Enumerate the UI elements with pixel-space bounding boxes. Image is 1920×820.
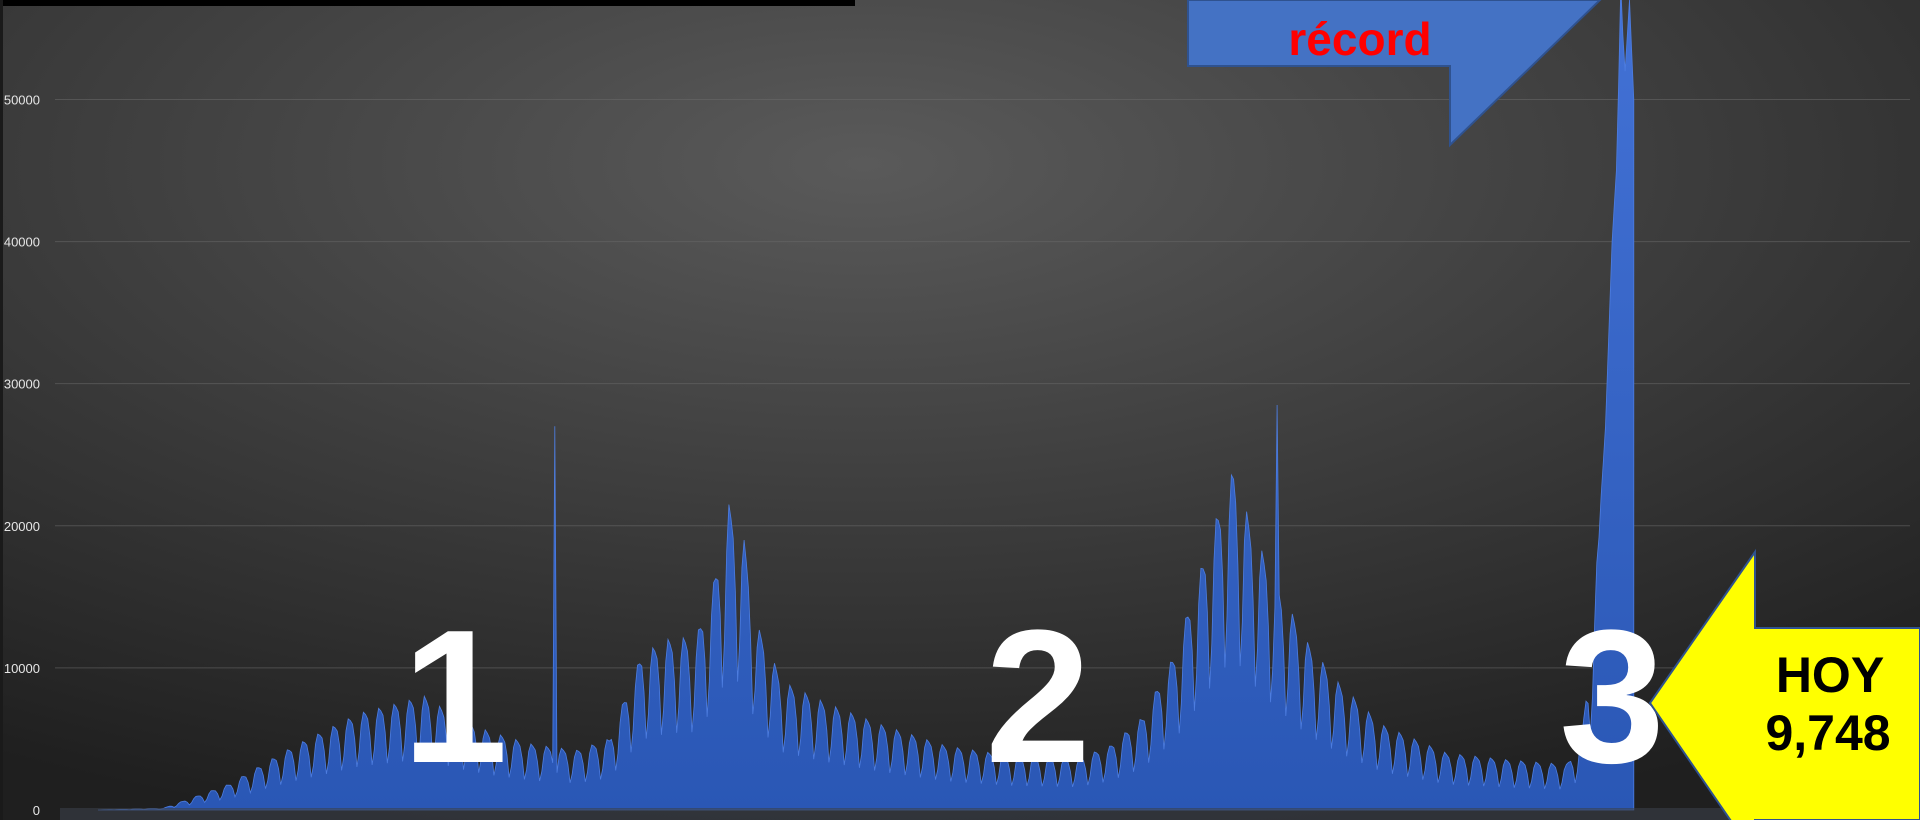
y-tick-label: 30000 (4, 377, 40, 392)
y-tick-label: 40000 (4, 235, 40, 250)
today-callout-shape (1648, 548, 1920, 820)
left-frame-line (0, 0, 3, 820)
x-axis-baseline (60, 808, 1920, 820)
wave-label-1: 1 (402, 591, 508, 803)
y-tick-label: 10000 (4, 661, 40, 676)
y-axis-ticks: 0 10000 20000 30000 40000 50000 (4, 92, 40, 818)
record-callout-shape (1187, 0, 1602, 148)
y-tick-label: 0 (33, 803, 40, 818)
today-callout-line2: 9,748 (1765, 705, 1890, 761)
record-callout-text: récord (1288, 13, 1431, 65)
series-area (98, 0, 1635, 811)
y-tick-label: 20000 (4, 519, 40, 534)
area-series (98, 0, 1635, 811)
wave-label-2: 2 (985, 591, 1091, 803)
wave-label-3: 3 (1559, 591, 1665, 803)
today-callout-line1: HOY (1776, 647, 1884, 703)
y-tick-label: 50000 (4, 92, 40, 107)
top-frame-line (0, 0, 855, 6)
